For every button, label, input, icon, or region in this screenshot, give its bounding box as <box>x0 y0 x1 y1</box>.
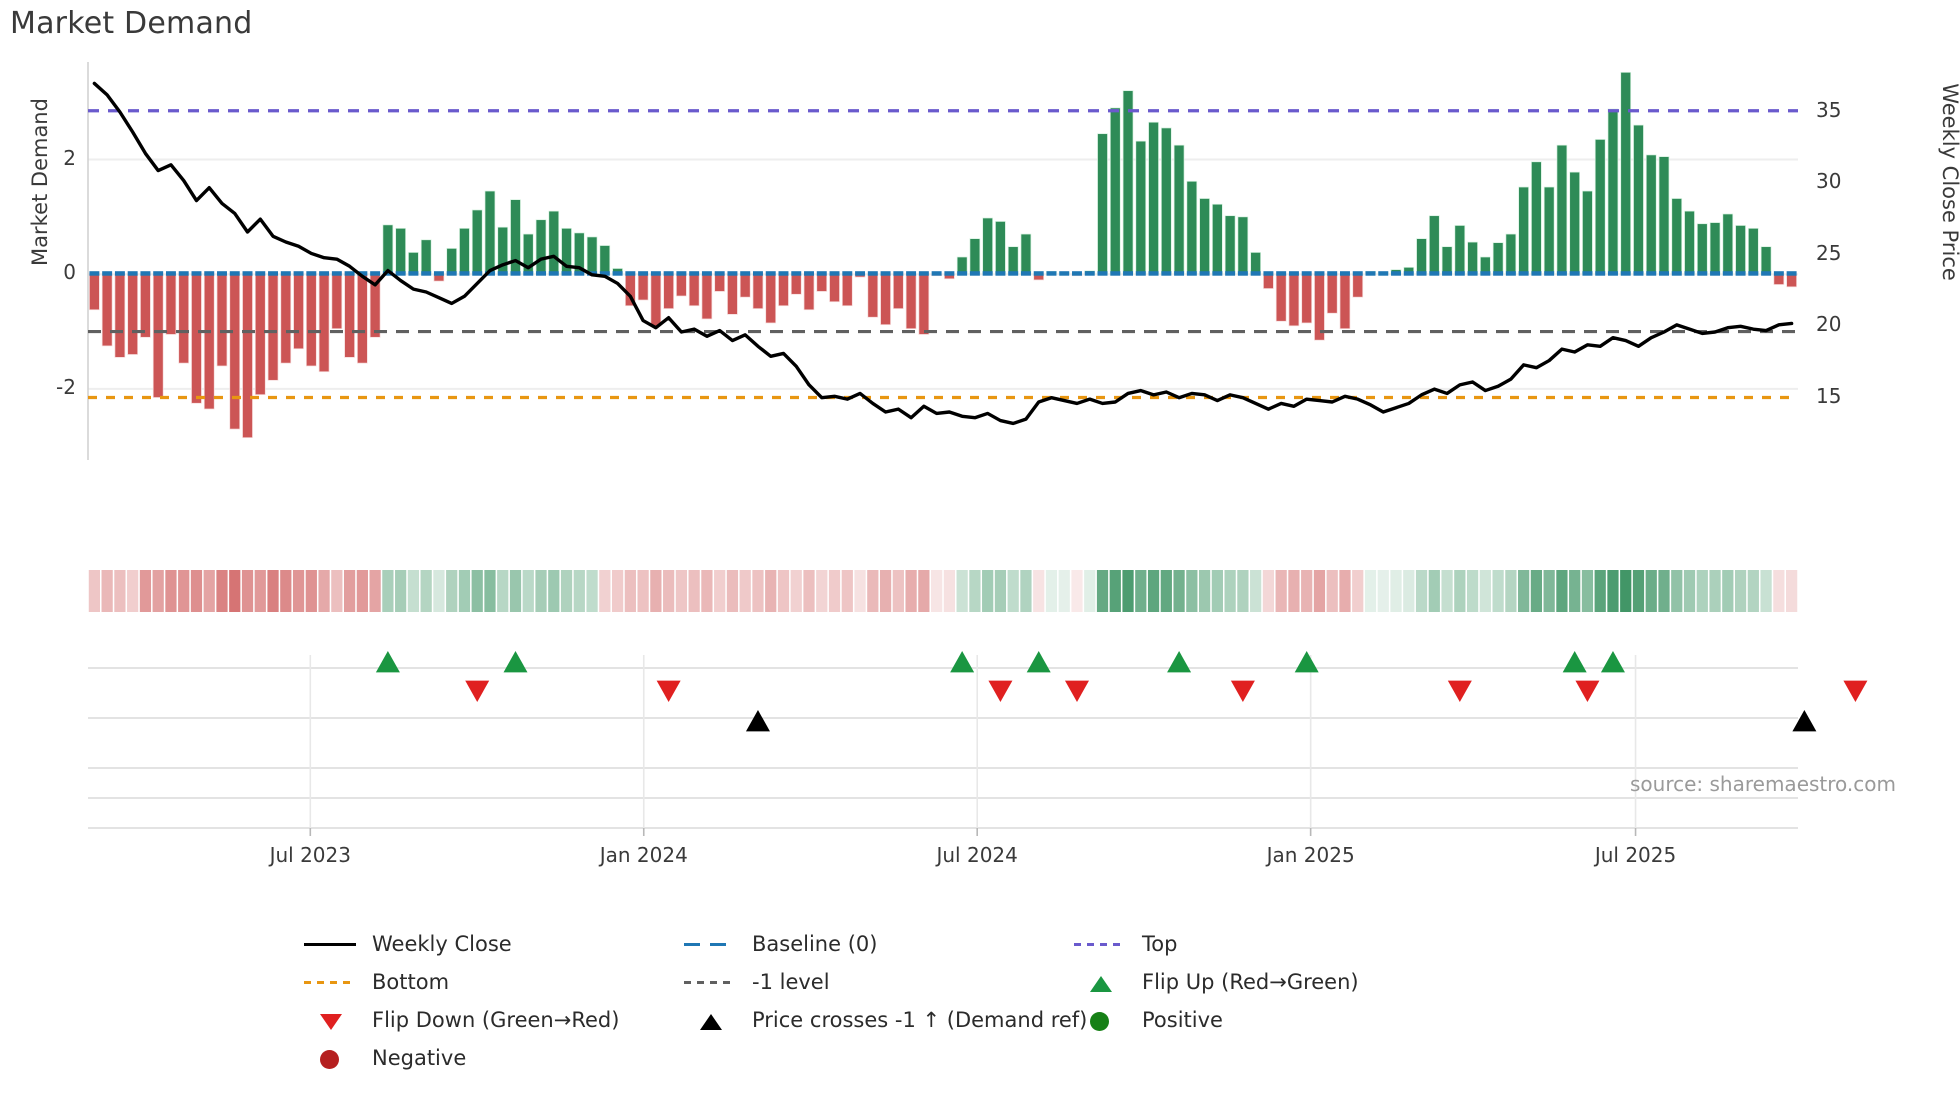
flip-down-marker <box>988 680 1013 702</box>
legend-item[interactable]: Weekly Close <box>300 925 680 963</box>
legend-item[interactable]: Positive <box>1070 1001 1470 1039</box>
x-axis-tick: Jul 2023 <box>269 843 351 867</box>
legend-label: Positive <box>1142 1008 1223 1032</box>
legend-label: Price crosses -1 ↑ (Demand ref) <box>752 1008 1088 1032</box>
baseline-zero-marks <box>89 271 1797 276</box>
legend-row: Bottom -1 level Flip Up (Red→Green) <box>300 963 1700 1001</box>
solid-line-icon <box>304 943 356 946</box>
legend-label: Flip Down (Green→Red) <box>372 1008 620 1032</box>
x-axis-tick: Jul 2024 <box>936 843 1018 867</box>
y-axis-right-tick: 25 <box>1816 240 1842 265</box>
legend-item[interactable]: Bottom <box>300 963 680 1001</box>
circle-icon <box>320 1050 339 1069</box>
legend-item[interactable]: Baseline (0) <box>680 925 1070 963</box>
y-axis-left-tick: 0 <box>63 260 76 285</box>
legend-item[interactable]: Negative <box>300 1039 680 1077</box>
y-axis-left-tick: 2 <box>63 145 76 170</box>
y-axis-right-tick: 35 <box>1816 98 1842 122</box>
y-axis-right-tick: 30 <box>1816 169 1842 194</box>
x-axis-tick: Jan 2025 <box>1266 843 1355 867</box>
x-axis-tick: Jul 2025 <box>1594 843 1677 867</box>
flip-up-marker <box>1167 651 1192 673</box>
flip-down-marker <box>1843 680 1868 702</box>
legend-label: Top <box>1142 932 1178 956</box>
source-attribution: source: sharemaestro.com <box>1630 772 1896 796</box>
dashed-line-icon <box>684 943 736 946</box>
flip-down-marker <box>1064 680 1089 702</box>
triangle-down-icon <box>320 1014 342 1030</box>
flip-up-marker <box>1294 651 1319 673</box>
dotted-line-icon <box>304 981 356 984</box>
legend-item[interactable]: Price crosses -1 ↑ (Demand ref) <box>680 1001 1087 1039</box>
y-axis-left-tick: -2 <box>56 374 76 399</box>
chart-legend: Weekly Close Baseline (0) Top Bottom -1 leve… <box>300 925 1700 1077</box>
flip-up-marker <box>1562 651 1587 673</box>
flip-down-marker <box>1447 680 1472 702</box>
flip-down-marker <box>465 680 490 702</box>
flip-up-marker <box>1600 651 1625 673</box>
x-axis-tick: Jan 2024 <box>599 843 688 867</box>
legend-label: Flip Up (Red→Green) <box>1142 970 1359 994</box>
flip-up-marker <box>503 651 528 673</box>
legend-label: Baseline (0) <box>752 932 878 956</box>
demand-bars <box>89 71 1797 439</box>
legend-label: -1 level <box>752 970 830 994</box>
flip-down-marker <box>1230 680 1255 702</box>
dotted-line-icon <box>684 981 736 984</box>
dotted-line-icon <box>1074 943 1126 946</box>
weekly-close-line <box>92 81 1794 426</box>
flip-up-marker <box>950 651 975 673</box>
legend-item[interactable]: Flip Down (Green→Red) <box>300 1001 680 1039</box>
legend-row: Negative <box>300 1039 1700 1077</box>
flip-down-marker <box>656 680 681 702</box>
price-cross-marker <box>745 710 770 732</box>
flip-up-marker <box>375 651 400 673</box>
legend-label: Negative <box>372 1046 467 1070</box>
triangle-up-icon <box>1090 976 1112 992</box>
price-cross-marker <box>1792 710 1817 732</box>
legend-label: Bottom <box>372 970 450 994</box>
flip-down-marker <box>1575 680 1600 702</box>
legend-item[interactable]: -1 level <box>680 963 1070 1001</box>
legend-item[interactable]: Top <box>1070 925 1470 963</box>
flip-up-marker <box>1026 651 1051 673</box>
main-plot-area <box>87 62 1798 460</box>
legend-item[interactable]: Flip Up (Red→Green) <box>1070 963 1470 1001</box>
circle-icon <box>1090 1012 1109 1031</box>
legend-row: Weekly Close Baseline (0) Top <box>300 925 1700 963</box>
y-axis-right-tick: 20 <box>1816 312 1842 337</box>
legend-row: Flip Down (Green→Red) Price crosses -1 ↑ … <box>300 1001 1700 1039</box>
y-axis-right-tick: 15 <box>1816 383 1842 408</box>
legend-label: Weekly Close <box>372 932 512 956</box>
triangle-up-icon <box>700 1014 722 1030</box>
page-title: Market Demand <box>10 6 253 41</box>
